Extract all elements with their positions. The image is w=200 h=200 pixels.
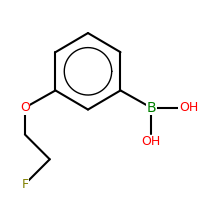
Text: OH: OH <box>179 101 198 114</box>
Text: O: O <box>20 101 30 114</box>
Text: OH: OH <box>141 135 161 148</box>
Text: F: F <box>21 178 28 191</box>
Text: B: B <box>146 101 156 115</box>
